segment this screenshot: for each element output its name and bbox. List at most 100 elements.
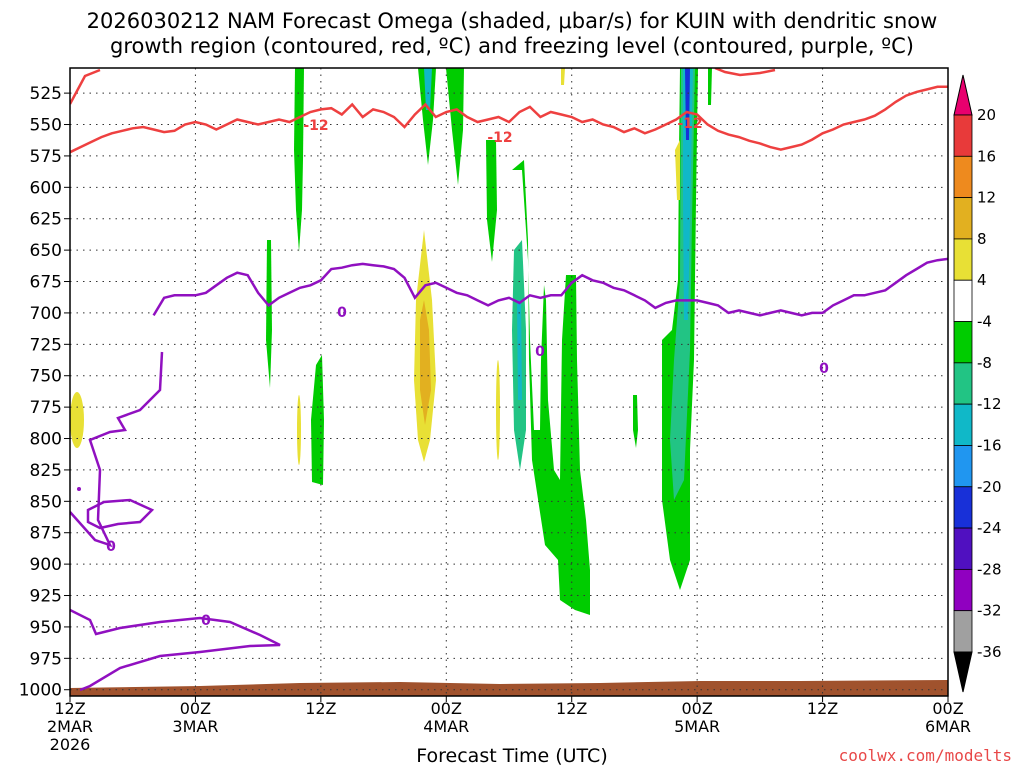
colorbar-swatch xyxy=(953,403,973,446)
x-tick-label: 00Z xyxy=(932,699,963,718)
y-tick-label: 1000 xyxy=(19,681,62,701)
dgz-contour-fragment xyxy=(70,68,101,105)
colorbar-label: -32 xyxy=(977,602,1002,620)
colorbar-label: -24 xyxy=(977,519,1002,537)
colorbar-label: -16 xyxy=(977,436,1002,454)
omega-colorbar: 20 16 12 8 4 -4 -8 -12 -16 -20 -24 -28 -32 -36 xyxy=(953,74,1002,693)
y-tick-label: 625 xyxy=(30,210,62,230)
freezing-level-label: 0 xyxy=(106,539,116,555)
dgz-contour-label: -12 xyxy=(303,118,328,134)
x-tick-label: 5MAR xyxy=(674,717,720,736)
y-tick-label: 600 xyxy=(30,178,62,198)
dgz-contour-fragment xyxy=(714,68,776,77)
omega-negative-streak xyxy=(517,300,522,400)
colorbar-swatch xyxy=(953,486,973,529)
x-tick-label: 00Z xyxy=(180,699,211,718)
colorbar-label: -4 xyxy=(977,313,992,331)
x-tick-label: 12Z xyxy=(807,699,838,718)
x-tick-label: 12Z xyxy=(305,699,336,718)
chart-title-line2: growth region (contoured, red, ºC) and f… xyxy=(110,34,914,58)
omega-positive-core xyxy=(420,300,431,425)
omega-positive-blob xyxy=(70,392,84,448)
freezing-level-contour-line xyxy=(152,257,948,317)
colorbar-swatch xyxy=(953,445,973,488)
colorbar-label: -20 xyxy=(977,478,1002,496)
x-tick-label: 12Z xyxy=(556,699,587,718)
omega-negative-streak xyxy=(294,68,304,252)
x-tick-label: 3MAR xyxy=(172,717,218,736)
colorbar-label: 4 xyxy=(977,271,987,289)
omega-negative-streak xyxy=(311,355,324,485)
omega-negative-streak xyxy=(418,68,436,165)
y-tick-label: 575 xyxy=(30,147,62,167)
freezing-level-label: 0 xyxy=(201,613,211,629)
x-tick-label: 2026 xyxy=(50,735,91,754)
dgz-contour-label: -12 xyxy=(677,116,702,132)
freezing-level-label: 0 xyxy=(337,305,347,321)
y-tick-label: 825 xyxy=(30,461,62,481)
y-axis: 525 550 575 600 625 650 675 700 725 750 775 800 825 8… xyxy=(19,84,70,701)
y-tick-label: 900 xyxy=(30,555,62,575)
x-tick-label: 6MAR xyxy=(925,717,971,736)
x-tick-label: 2MAR xyxy=(47,717,93,736)
omega-shading xyxy=(70,68,948,696)
freezing-level-label: 0 xyxy=(535,344,545,360)
freezing-level-dot xyxy=(77,487,81,491)
gridlines xyxy=(70,68,948,696)
y-tick-label: 975 xyxy=(30,649,62,669)
y-tick-label: 550 xyxy=(30,116,62,136)
y-tick-label: 650 xyxy=(30,241,62,261)
omega-negative-streak xyxy=(266,240,272,388)
y-tick-label: 800 xyxy=(30,430,62,450)
x-tick-label: 00Z xyxy=(681,699,712,718)
omega-negative-core xyxy=(685,68,690,140)
y-tick-label: 875 xyxy=(30,524,62,544)
terrain-band xyxy=(70,680,948,696)
freezing-level-contour-fragment xyxy=(70,351,164,548)
dgz-contour-label: -12 xyxy=(487,130,512,146)
y-tick-label: 700 xyxy=(30,304,62,324)
x-tick-label: 4MAR xyxy=(423,717,469,736)
colorbar-swatch xyxy=(953,238,973,281)
colorbar-swatch xyxy=(953,321,973,364)
colorbar-swatch xyxy=(953,527,973,570)
y-tick-label: 675 xyxy=(30,273,62,293)
colorbar-top-triangle xyxy=(953,74,973,116)
colorbar-swatch xyxy=(953,279,973,322)
omega-negative-streak xyxy=(446,68,464,185)
freezing-level-contour-fragment xyxy=(70,608,281,692)
freezing-level-label: 0 xyxy=(819,361,829,377)
omega-positive-blob xyxy=(496,360,500,460)
omega-positive-blob xyxy=(561,68,565,85)
colorbar-swatch xyxy=(953,362,973,405)
y-tick-label: 725 xyxy=(30,335,62,355)
colorbar-swatch xyxy=(953,114,973,157)
y-tick-label: 775 xyxy=(30,398,62,418)
colorbar-swatch xyxy=(953,155,973,199)
freezing-level-contour-fragment xyxy=(86,498,155,530)
credit-text: coolwx.com/modelts xyxy=(838,746,1012,765)
colorbar-bottom-triangle xyxy=(953,651,973,693)
colorbar-label: -12 xyxy=(977,395,1002,413)
colorbar-swatch xyxy=(953,197,973,240)
plot-frame xyxy=(69,67,949,697)
y-tick-label: 925 xyxy=(30,587,62,607)
omega-negative-streak xyxy=(708,68,712,105)
omega-negative-streak xyxy=(633,395,638,448)
colorbar-swatch xyxy=(953,568,973,612)
colorbar-label: 20 xyxy=(977,106,996,124)
colorbar-label: -28 xyxy=(977,560,1002,578)
y-tick-label: 850 xyxy=(30,492,62,512)
omega-negative-streak xyxy=(424,68,432,110)
y-tick-label: 750 xyxy=(30,367,62,387)
colorbar-label: -36 xyxy=(977,643,1002,661)
colorbar-swatch xyxy=(953,610,973,653)
x-tick-label: 12Z xyxy=(54,699,85,718)
y-tick-label: 950 xyxy=(30,618,62,638)
omega-positive-blob xyxy=(297,395,301,465)
omega-positive-blob xyxy=(675,140,680,200)
colorbar-label: 8 xyxy=(977,230,987,248)
dgz-contour-line xyxy=(70,85,948,154)
